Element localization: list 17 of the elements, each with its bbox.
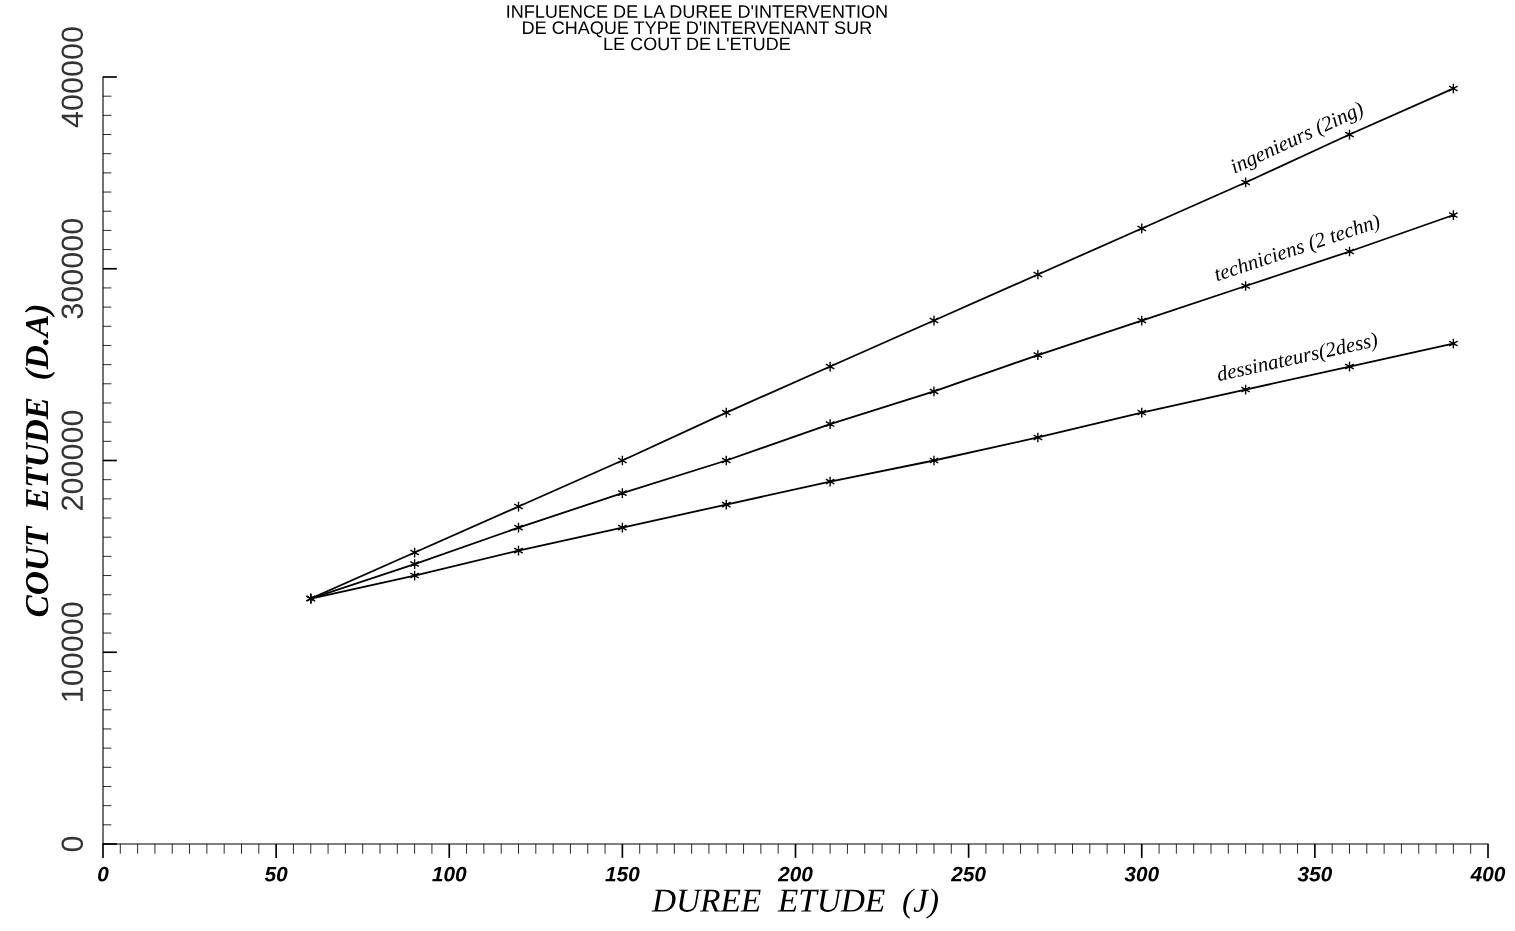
x-axis-title: DUREE ETUDE (J) [651,888,938,919]
y-tick-label: 0 [61,836,84,852]
x-tick-label: 250 [950,866,986,882]
y-axis-title: COUT ETUDE (D.A) [24,305,56,617]
x-tick-label: 100 [432,866,467,882]
x-tick-label: 200 [777,866,813,882]
y-tick-label: 100000 [61,602,84,701]
x-tick-label: 150 [605,866,640,882]
y-tick-label: 400000 [61,27,84,128]
y-tick-label: 200000 [61,410,84,510]
x-tick-label: 0 [98,866,109,882]
x-tick-label: 300 [1124,866,1159,882]
x-tick-label: 400 [1470,866,1506,882]
y-tick-label: 300000 [61,218,84,319]
chart-title: INFLUENCE DE LA DUREE D'INTERVENTION DE CHAQUE TYPE D'INTERVENANT SUR LE COUT DE L'ETUDE [507,5,887,51]
x-tick-label: 350 [1297,866,1333,882]
x-tick-label: 50 [264,866,288,882]
